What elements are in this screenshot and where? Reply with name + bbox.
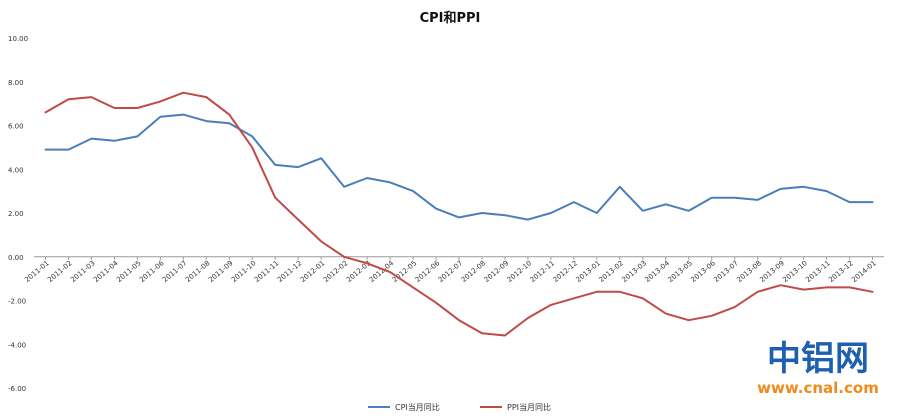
series-line-cpi <box>44 113 874 221</box>
x-tick-label: 2011-08 <box>184 259 212 284</box>
legend-label: PPI当月同比 <box>507 402 551 412</box>
watermark-logo: 中铝网 www.cnal.com <box>757 339 879 397</box>
x-tick-label: 2013-01 <box>575 259 603 284</box>
y-tick-label: 0.00 <box>8 254 24 262</box>
x-tick-label: 2013-02 <box>598 259 626 284</box>
x-tick-label: 2014-01 <box>850 259 878 284</box>
x-tick-label: 2011-01 <box>23 259 51 284</box>
chart-title: CPI和PPI <box>420 10 481 26</box>
y-tick-label: 4.00 <box>8 166 24 174</box>
x-tick-label: 2012-02 <box>322 259 350 284</box>
x-tick-label: 2011-09 <box>207 259 235 284</box>
x-tick-label: 2012-08 <box>460 259 488 284</box>
y-tick-label: 6.00 <box>8 123 24 131</box>
y-tick-label: -4.00 <box>8 341 26 349</box>
series-line-ppi <box>44 91 874 337</box>
legend-label: CPI当月同比 <box>395 402 440 412</box>
x-tick-label: 2013-09 <box>758 259 786 284</box>
x-tick-label: 2012-12 <box>552 259 580 284</box>
x-tick-label: 2013-07 <box>712 259 740 284</box>
series-layer <box>44 91 874 337</box>
x-tick-label: 2013-05 <box>666 259 694 284</box>
x-tick-label: 2011-10 <box>230 259 258 284</box>
x-tick-label: 2013-10 <box>781 259 809 284</box>
y-tick-label: 8.00 <box>8 79 24 87</box>
x-tick-label: 2013-12 <box>827 259 855 284</box>
x-tick-label: 2011-12 <box>276 259 304 284</box>
x-tick-label: 2013-08 <box>735 259 763 284</box>
x-tick-label: 2012-11 <box>529 259 557 284</box>
x-tick-label: 2011-02 <box>46 259 74 284</box>
axes: 10.00 8.00 6.00 4.00 2.00 0.00 -2.00 -4.00 -6.00… <box>8 35 884 393</box>
x-tick-label: 2011-11 <box>253 259 281 284</box>
y-tick-label: -2.00 <box>8 298 26 306</box>
x-tick-label: 2012-09 <box>483 259 511 284</box>
x-tick-label: 2012-01 <box>299 259 327 284</box>
y-tick-label: -6.00 <box>8 385 26 393</box>
x-tick-label: 2012-07 <box>437 259 465 284</box>
x-tick-label: 2013-11 <box>804 259 832 284</box>
legend: CPI当月同比 PPI当月同比 <box>368 402 551 412</box>
y-tick-label: 2.00 <box>8 210 24 218</box>
y-tick-label: 10.00 <box>8 35 28 43</box>
x-tick-label: 2012-05 <box>391 259 419 284</box>
x-tick-label: 2011-03 <box>69 259 97 284</box>
watermark-url: www.cnal.com <box>757 379 879 397</box>
x-tick-label: 2011-05 <box>115 259 143 284</box>
x-tick-label: 2011-07 <box>161 259 189 284</box>
watermark-brand: 中铝网 <box>767 339 869 379</box>
x-tick-label: 2013-03 <box>621 259 649 284</box>
x-tick-label: 2012-10 <box>506 259 534 284</box>
